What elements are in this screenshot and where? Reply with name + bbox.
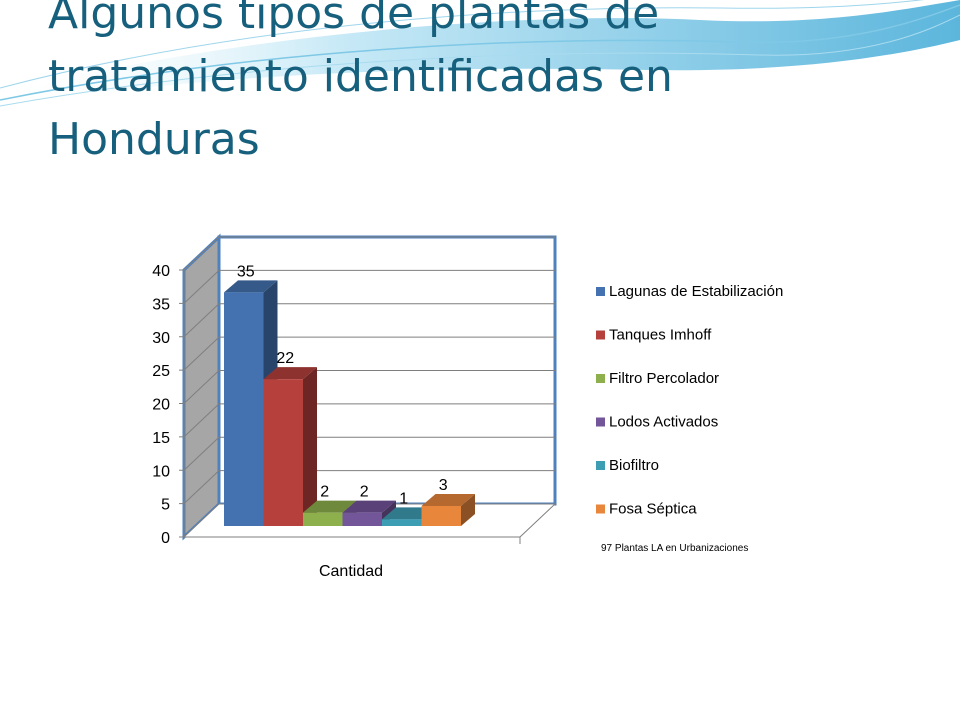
legend-label: Lagunas de Estabilización: [609, 283, 783, 300]
y-tick-label: 10: [152, 463, 170, 480]
legend-swatch: [596, 374, 605, 383]
data-label: 2: [360, 484, 369, 501]
data-label: 1: [399, 490, 408, 507]
legend-swatch: [596, 461, 605, 470]
y-tick-label: 25: [152, 363, 170, 380]
bar-top: [303, 500, 357, 513]
slide-title-line-3: Honduras: [48, 114, 260, 165]
bar-side: [461, 493, 475, 526]
legend-swatch: [596, 504, 605, 514]
bar: [382, 519, 422, 526]
bar-top: [342, 500, 396, 513]
legend-swatch: [596, 287, 605, 296]
legend-swatch: [596, 417, 605, 427]
legend-label: Tanques Imhoff: [609, 327, 712, 344]
slide-title: Algunos tipos de plantas de tratamiento …: [48, 0, 908, 171]
legend-label: Filtro Percolador: [609, 370, 719, 387]
bar-top: [224, 280, 278, 293]
gridline: [183, 236, 555, 271]
bar-top: [263, 367, 317, 380]
background-waves: [0, 0, 960, 107]
chart-area: 0 5 10 15 20 25 30 35 40 35 22 2 2 1 3 Cantidad Lagunas …: [126, 200, 812, 600]
y-tick-label: 30: [152, 330, 170, 347]
gridline: [183, 370, 555, 404]
chart-note: 97 Plantas LA en Urbanizaciones: [601, 543, 748, 554]
bar: [303, 512, 343, 526]
data-label: 35: [237, 263, 255, 280]
slide-title-line-2: tratamiento identificadas en: [48, 51, 673, 102]
bar: [263, 379, 303, 526]
y-tick-label: 15: [152, 430, 170, 447]
data-label: 2: [320, 484, 329, 501]
legend-swatch: [596, 330, 605, 340]
gridline: [183, 470, 555, 504]
gridline: [183, 403, 555, 438]
legend-label: Lodos Activados: [609, 414, 718, 431]
bar-top: [421, 493, 475, 506]
x-category-label: Cantidad: [319, 563, 383, 580]
data-label: 22: [276, 350, 294, 367]
gridline: [183, 303, 555, 338]
gridline: [183, 269, 555, 304]
y-tick-label: 0: [161, 530, 170, 547]
y-tick-label: 20: [152, 397, 170, 414]
bar: [342, 512, 382, 526]
slide-title-line-1: Algunos tipos de plantas de: [48, 0, 660, 39]
gridline: [183, 436, 555, 471]
gridline: [183, 336, 555, 371]
bar: [421, 505, 461, 526]
bar-side: [303, 367, 317, 526]
y-tick-label: 35: [152, 296, 170, 313]
legend-label: Fosa Séptica: [609, 501, 697, 518]
y-tick-label: 40: [152, 263, 170, 280]
data-label: 3: [439, 477, 448, 494]
legend-label: Biofiltro: [609, 457, 659, 474]
y-tick-label: 5: [161, 497, 170, 514]
bar: [224, 292, 264, 526]
